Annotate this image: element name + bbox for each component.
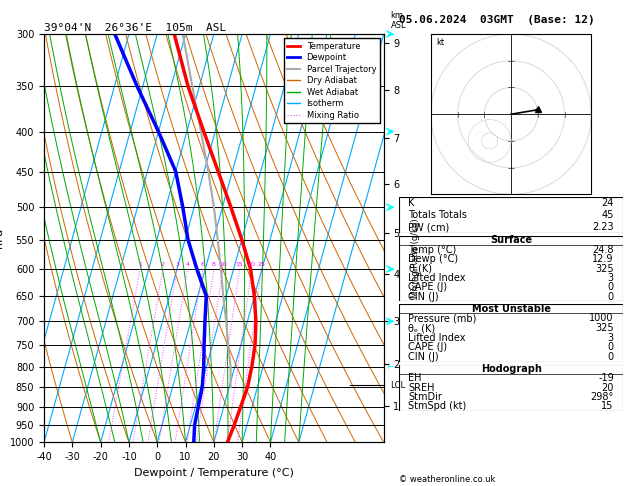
Text: Pressure (mb): Pressure (mb)	[408, 313, 477, 323]
Text: θₑ (K): θₑ (K)	[408, 323, 435, 333]
Text: 298°: 298°	[591, 392, 614, 402]
Text: 2: 2	[161, 262, 165, 267]
Y-axis label: hPa: hPa	[0, 228, 4, 248]
Text: ⌐: ⌐	[387, 264, 395, 274]
Text: StmDir: StmDir	[408, 392, 442, 402]
Text: 24.8: 24.8	[593, 245, 614, 255]
Text: Most Unstable: Most Unstable	[472, 304, 550, 313]
Text: Lifted Index: Lifted Index	[408, 333, 466, 343]
Text: 8: 8	[212, 262, 216, 267]
Text: 0: 0	[608, 282, 614, 292]
Text: Surface: Surface	[490, 235, 532, 245]
Text: 6: 6	[201, 262, 204, 267]
Text: 3: 3	[175, 262, 179, 267]
Text: ⌐: ⌐	[387, 202, 395, 212]
Text: kt: kt	[437, 38, 444, 47]
Text: 3: 3	[608, 273, 614, 283]
Text: 15: 15	[601, 401, 614, 411]
Text: 45: 45	[601, 210, 614, 220]
Text: km
ASL: km ASL	[391, 11, 406, 30]
Text: CAPE (J): CAPE (J)	[408, 343, 447, 352]
Text: ⌐: ⌐	[387, 362, 395, 372]
Text: 39°04'N  26°36'E  105m  ASL: 39°04'N 26°36'E 105m ASL	[44, 23, 226, 33]
Text: 4: 4	[186, 262, 189, 267]
Text: -19: -19	[598, 373, 614, 383]
Text: 0: 0	[608, 343, 614, 352]
Text: 2.23: 2.23	[592, 222, 614, 232]
Text: 15: 15	[236, 262, 243, 267]
Text: Temp (°C): Temp (°C)	[408, 245, 457, 255]
Text: 0: 0	[608, 352, 614, 362]
Text: ⌐: ⌐	[387, 316, 395, 326]
Legend: Temperature, Dewpoint, Parcel Trajectory, Dry Adiabat, Wet Adiabat, Isotherm, Mi: Temperature, Dewpoint, Parcel Trajectory…	[284, 38, 379, 123]
Text: SREH: SREH	[408, 382, 435, 393]
Text: 20: 20	[248, 262, 256, 267]
Text: EH: EH	[408, 373, 422, 383]
Text: CAPE (J): CAPE (J)	[408, 282, 447, 292]
Text: 3: 3	[608, 333, 614, 343]
Text: 25: 25	[258, 262, 265, 267]
Text: © weatheronline.co.uk: © weatheronline.co.uk	[399, 474, 496, 484]
Text: Dewp (°C): Dewp (°C)	[408, 254, 459, 264]
Text: ⌐: ⌐	[387, 126, 395, 137]
Text: Lifted Index: Lifted Index	[408, 273, 466, 283]
Text: 24: 24	[601, 198, 614, 208]
Text: 20: 20	[601, 382, 614, 393]
Text: Hodograph: Hodograph	[481, 364, 542, 374]
Text: 12.9: 12.9	[593, 254, 614, 264]
Text: θₑ(K): θₑ(K)	[408, 263, 432, 274]
Text: K: K	[408, 198, 415, 208]
Text: 10: 10	[219, 262, 227, 267]
X-axis label: Dewpoint / Temperature (°C): Dewpoint / Temperature (°C)	[134, 468, 294, 478]
Text: Mixing Ratio (g/kg): Mixing Ratio (g/kg)	[411, 219, 420, 298]
Text: LCL: LCL	[391, 381, 406, 390]
Text: 325: 325	[595, 323, 614, 333]
Text: 0: 0	[608, 292, 614, 302]
Text: ⌐: ⌐	[387, 29, 395, 39]
Text: 1000: 1000	[589, 313, 614, 323]
Text: StmSpd (kt): StmSpd (kt)	[408, 401, 467, 411]
Text: CIN (J): CIN (J)	[408, 292, 439, 302]
Text: 05.06.2024  03GMT  (Base: 12): 05.06.2024 03GMT (Base: 12)	[399, 15, 595, 25]
Text: PW (cm): PW (cm)	[408, 222, 450, 232]
Text: 1: 1	[138, 262, 142, 267]
Text: 325: 325	[595, 263, 614, 274]
Text: CIN (J): CIN (J)	[408, 352, 439, 362]
Text: Totals Totals: Totals Totals	[408, 210, 467, 220]
